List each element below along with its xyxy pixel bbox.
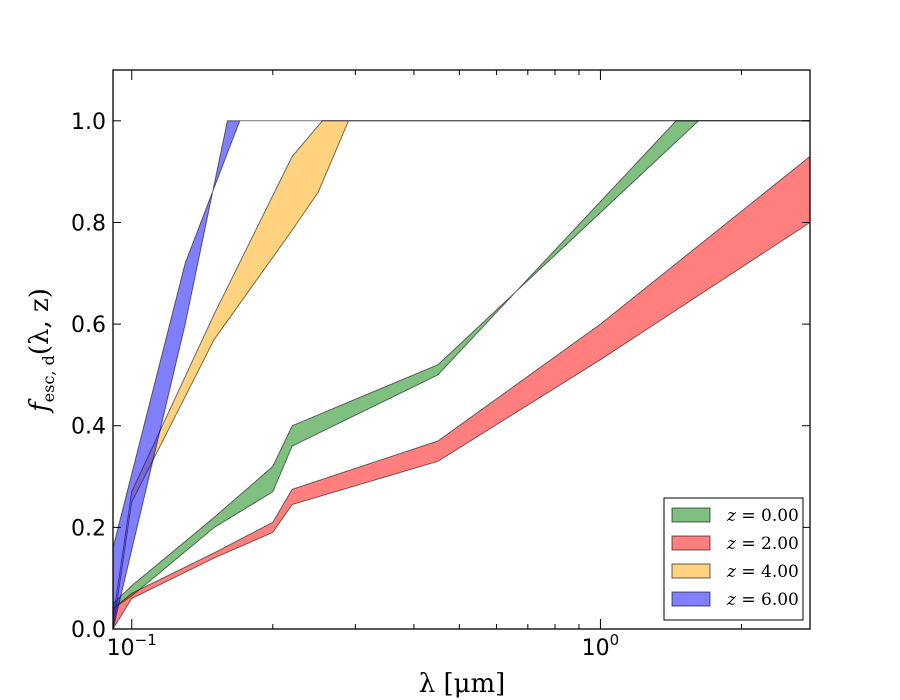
x-tick-label-1: 100: [582, 631, 620, 661]
legend: z = 0.00 z = 2.00 z = 4.00 z = 6.00: [663, 497, 804, 621]
legend-swatch-0: [671, 507, 711, 523]
y-tick-label-1: 0.2: [71, 516, 106, 541]
y-tick-label-2: 0.4: [71, 415, 106, 440]
x-axis-label: λ [μm]: [419, 669, 506, 699]
y-axis-label: fesc, d(λ, z): [25, 288, 58, 414]
y-tick-label-5: 1.0: [71, 110, 106, 135]
legend-label-0: z = 0.00: [726, 506, 799, 526]
legend-label-3: z = 6.00: [726, 590, 799, 610]
legend-swatch-2: [671, 563, 711, 579]
band-series-3: [112, 120, 810, 630]
legend-swatch-3: [671, 591, 711, 607]
plot-frame: [112, 69, 811, 630]
axis-ticks: 0.0 0.2 0.4 0.6 0.8 1.0 10−1 100: [71, 70, 810, 661]
x-tick-label-0: 10−1: [107, 631, 157, 661]
y-tick-label-0: 0.0: [71, 618, 106, 643]
y-tick-label-3: 0.6: [71, 313, 106, 338]
legend-label-2: z = 4.00: [726, 562, 799, 582]
legend-label-1: z = 2.00: [726, 534, 799, 554]
legend-swatch-1: [671, 535, 711, 551]
y-tick-label-4: 0.8: [71, 211, 106, 236]
